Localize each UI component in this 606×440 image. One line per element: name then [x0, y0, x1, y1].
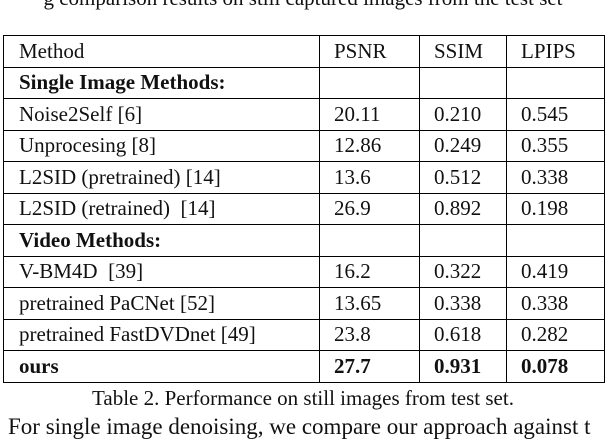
cell: 0.249 — [419, 129, 507, 162]
cell: PSNR — [319, 35, 420, 68]
cell — [506, 66, 605, 99]
cell — [319, 224, 420, 257]
cell: 0.618 — [419, 318, 507, 351]
cell: 0.512 — [419, 161, 507, 194]
cell: Video Methods: — [3, 224, 320, 257]
data-row: Unprocesing [8] 12.86 0.249 0.355 — [3, 129, 605, 162]
cell: L2SID (pretrained) [14] — [3, 161, 320, 194]
cell: 0.892 — [419, 192, 507, 225]
data-row: Noise2Self [6] 20.11 0.210 0.545 — [3, 98, 605, 131]
cell: 23.8 — [319, 318, 420, 351]
cell: V-BM4D [39] — [3, 255, 320, 288]
cell: Single Image Methods: — [3, 66, 320, 99]
cell: 16.2 — [319, 255, 420, 288]
cell: Noise2Self [6] — [3, 98, 320, 131]
data-row: L2SID (retrained) [14] 26.9 0.892 0.198 — [3, 192, 605, 225]
cell: 0.338 — [419, 287, 507, 320]
cell: 12.86 — [319, 129, 420, 162]
cell: 0.078 — [506, 350, 605, 383]
cell — [419, 66, 507, 99]
results-table: Method PSNR SSIM LPIPS Single Image Methods:… — [3, 35, 605, 383]
cell: LPIPS — [506, 35, 605, 68]
cell: 0.210 — [419, 98, 507, 131]
cell: pretrained PaCNet [52] — [3, 287, 320, 320]
cell: 0.338 — [506, 287, 605, 320]
cell: 0.545 — [506, 98, 605, 131]
section-row: Video Methods: — [3, 224, 605, 257]
cell: ours — [3, 350, 320, 383]
cell — [319, 66, 420, 99]
cell: 0.198 — [506, 192, 605, 225]
best-row: ours 27.7 0.931 0.078 — [3, 350, 605, 383]
cell: 20.11 — [319, 98, 420, 131]
cell: 13.6 — [319, 161, 420, 194]
cell: 0.322 — [419, 255, 507, 288]
cell: 26.9 — [319, 192, 420, 225]
header-row: Method PSNR SSIM LPIPS — [3, 35, 605, 68]
cell: Unprocesing [8] — [3, 129, 320, 162]
cell: 0.931 — [419, 350, 507, 383]
cell: L2SID (retrained) [14] — [3, 192, 320, 225]
cell: 0.282 — [506, 318, 605, 351]
table-caption: Table 2. Performance on still images fro… — [92, 386, 514, 410]
cell: SSIM — [419, 35, 507, 68]
cell: 0.419 — [506, 255, 605, 288]
section-row: Single Image Methods: — [3, 66, 605, 99]
data-row: pretrained PaCNet [52] 13.65 0.338 0.338 — [3, 287, 605, 320]
cell: Method — [3, 35, 320, 68]
cell: pretrained FastDVDnet [49] — [3, 318, 320, 351]
cell — [506, 224, 605, 257]
cell: 27.7 — [319, 350, 420, 383]
cropped-text: g comparison results on still captured i… — [0, 0, 606, 11]
data-row: pretrained FastDVDnet [49] 23.8 0.618 0.282 — [3, 318, 605, 351]
cell: 13.65 — [319, 287, 420, 320]
cell: 0.355 — [506, 129, 605, 162]
cell — [419, 224, 507, 257]
cropped-text: For single image denoising, we compare o… — [8, 414, 591, 439]
data-row: V-BM4D [39] 16.2 0.322 0.419 — [3, 255, 605, 288]
data-row: L2SID (pretrained) [14] 13.6 0.512 0.338 — [3, 161, 605, 194]
cell: 0.338 — [506, 161, 605, 194]
